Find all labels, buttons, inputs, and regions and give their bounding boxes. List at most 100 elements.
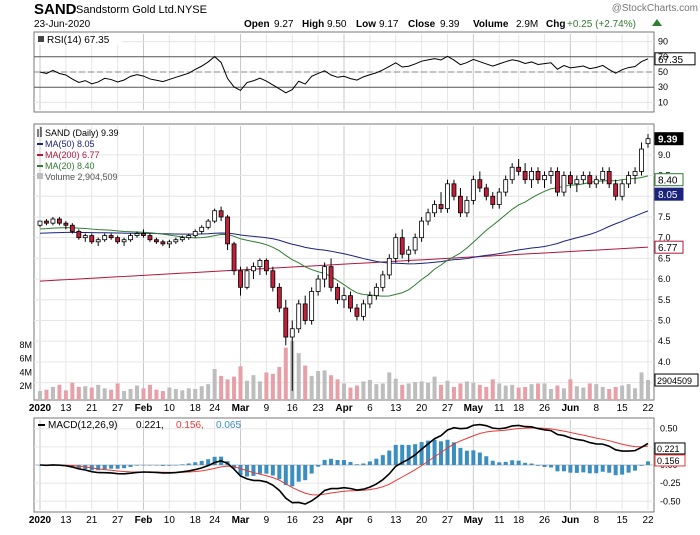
macd-histogram-bar — [574, 465, 579, 473]
macd-histogram-bar — [484, 456, 489, 465]
x-tick-label: Apr — [335, 515, 352, 526]
candle-down — [328, 266, 334, 288]
volume-value: 2.9M — [516, 19, 538, 30]
x-tick-label: 6 — [367, 515, 373, 526]
volume-bar — [645, 380, 651, 400]
x-tick-label: 27 — [112, 403, 124, 414]
rsi-tick-label: 70 — [658, 52, 668, 62]
price-value-tag — [654, 173, 684, 187]
macd-histogram-bar — [419, 442, 424, 465]
x-tick-label: 27 — [442, 515, 454, 526]
candle-up — [626, 175, 632, 185]
x-tick-label: 9 — [264, 403, 270, 414]
volume-tick-label: 8M — [19, 340, 32, 350]
price-value-tag-text: 8.05 — [658, 190, 678, 201]
macd-histogram-bar — [523, 462, 528, 465]
volume-bar — [354, 385, 359, 400]
low-value: 9.17 — [379, 19, 399, 30]
candle-up — [192, 231, 198, 236]
candle-up — [632, 171, 638, 176]
x-tick-label: 10 — [164, 403, 176, 414]
candle-up — [412, 237, 418, 251]
volume-bar — [484, 386, 489, 400]
candle-down — [231, 243, 237, 272]
macd-histogram-bar — [374, 458, 379, 465]
candle-up — [212, 210, 218, 222]
volume-bar — [529, 384, 534, 400]
x-tick-label: Apr — [335, 403, 352, 414]
macd-histogram-bar — [600, 465, 605, 472]
candle-down — [483, 187, 489, 197]
volume-bar — [432, 376, 437, 400]
macd-histogram-bar — [387, 450, 392, 465]
price-value-tag-text: 9.39 — [658, 135, 678, 146]
x-tick-label: 22 — [642, 515, 654, 526]
volume-bar — [238, 366, 243, 400]
macd-histogram-bar — [173, 465, 178, 466]
candle-up — [199, 226, 205, 232]
volume-bar — [503, 385, 508, 400]
x-tick-label: 24 — [209, 515, 221, 526]
volume-bar — [451, 386, 456, 400]
candle-up — [166, 241, 172, 245]
x-tick-label: 18 — [190, 515, 202, 526]
candlesticks — [37, 134, 651, 391]
candle-up — [341, 295, 347, 301]
candle-up — [37, 220, 43, 226]
candle-down — [535, 171, 541, 181]
macd-histogram-bar — [154, 465, 159, 466]
volume-bar — [76, 386, 81, 400]
volume-bar — [426, 382, 431, 400]
candle-up — [619, 183, 625, 197]
candle-down — [354, 307, 360, 317]
macd-value: 0.221, — [136, 420, 164, 431]
volume-bar — [523, 386, 528, 400]
macd-histogram-bar — [147, 465, 152, 466]
volume-bar — [50, 386, 55, 400]
volume-bar — [400, 384, 405, 400]
volume-bar — [620, 385, 625, 400]
candle-down — [147, 235, 153, 241]
volume-bar — [244, 380, 249, 400]
volume-bar — [303, 365, 308, 400]
macd-histogram-bar — [380, 455, 385, 465]
candle-up — [95, 239, 101, 243]
ohlc-summary: Open 9.27 High 9.50 Low 9.17 Close 9.39 … — [244, 19, 662, 30]
volume-bar — [568, 379, 573, 400]
volume-bar — [335, 379, 340, 400]
macd-histogram-bar — [135, 465, 140, 466]
x-tick-label: 11 — [494, 403, 505, 414]
candle-down — [606, 171, 612, 185]
macd-histogram-bar — [354, 464, 359, 465]
price-value-tag-text: 8.40 — [658, 176, 678, 187]
macd-label: MACD(12,26,9) — [48, 420, 117, 431]
rsi-chart: 67.35 — [39, 52, 696, 94]
candle-down — [115, 237, 121, 243]
macd-histogram-bar — [361, 463, 366, 465]
rsi-tick-label: 90 — [658, 37, 668, 47]
macd-histogram-bar — [561, 465, 566, 472]
macd-tick-label: -0.50 — [660, 496, 681, 506]
candle-down — [555, 171, 560, 193]
legend-sand: SAND (Daily) 9.39 — [45, 128, 119, 138]
macd-histogram-bar — [503, 461, 508, 465]
volume-bar — [581, 387, 586, 400]
volume-bar — [309, 375, 314, 400]
volume-bar — [109, 389, 114, 400]
macd-histogram-bar — [367, 461, 372, 465]
volume-bar — [555, 385, 560, 400]
macd-histogram-bar — [568, 465, 573, 473]
x-tick-label: 6 — [367, 403, 373, 414]
axes-labels: 20202020131321212727FebFeb101018182424Ma… — [19, 37, 699, 526]
macd-histogram-bar — [322, 459, 327, 465]
rsi-label: RSI(14) 67.35 — [47, 35, 110, 46]
macd-histogram-bar — [76, 465, 81, 469]
macd-chart — [37, 423, 651, 505]
macd-histogram-bar — [445, 439, 450, 465]
price-tick-label: 4.5 — [658, 336, 671, 346]
volume-bar — [393, 378, 398, 400]
candle-up — [645, 138, 651, 145]
macd-histogram-bar — [160, 465, 165, 466]
macd-histogram-bar — [167, 465, 172, 466]
macd-histogram-bar — [186, 463, 191, 465]
